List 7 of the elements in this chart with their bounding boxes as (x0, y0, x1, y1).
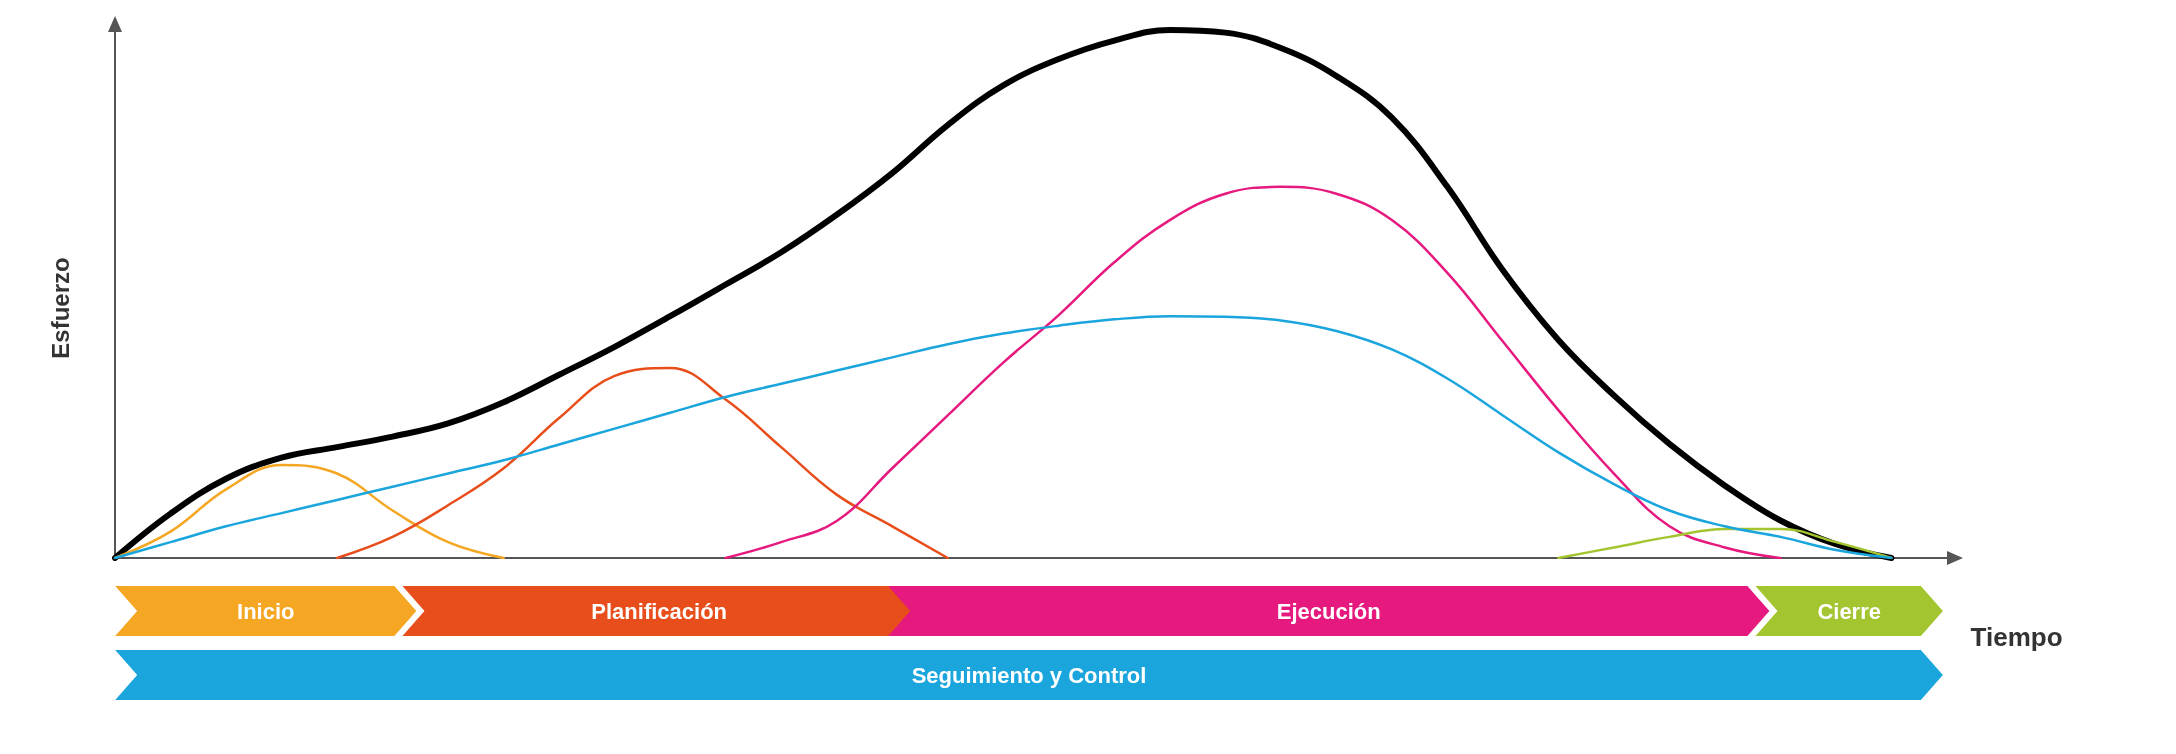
text: Ejecución (1276, 598, 1381, 624)
text: Planificación (591, 598, 728, 624)
series-label: Cierre (1817, 598, 1881, 624)
text: Seguimiento y Control (911, 662, 1147, 688)
y-axis-title: Esfuerzo (46, 257, 74, 359)
x-axis-title: Tiempo (1970, 622, 2063, 652)
text: Inicio (237, 598, 295, 624)
